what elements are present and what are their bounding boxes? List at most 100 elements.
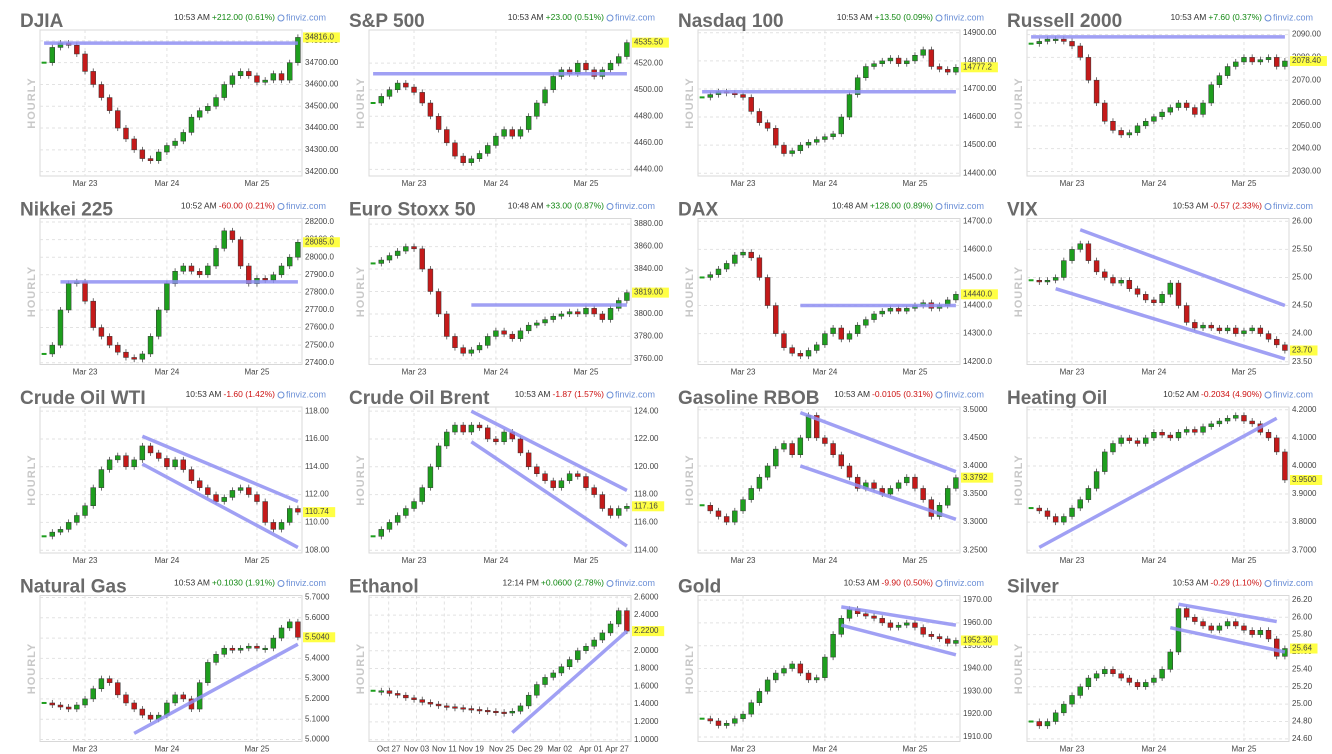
candle: [1200, 324, 1206, 329]
source-label: finviz.com: [1273, 201, 1313, 211]
quote-time: 10:53 AM: [174, 578, 210, 588]
quote-info: 10:53 AM +212.00 (0.61%): [174, 12, 275, 22]
x-tick-label: Mar 24: [1141, 368, 1166, 377]
candle: [789, 663, 795, 669]
candle: [1274, 57, 1280, 67]
x-tick-label: Nov 03: [404, 745, 430, 754]
trendline: [840, 623, 957, 657]
candle: [172, 140, 178, 146]
candle: [616, 610, 622, 625]
plot-frame: [1026, 406, 1290, 554]
x-tick-label: Mar 23: [402, 556, 427, 565]
quote-info: 10:53 AM +23.00 (0.51%): [508, 12, 604, 22]
y-tick-label: 25.00: [1292, 699, 1313, 708]
candle: [427, 466, 434, 488]
y-axis-label: HOURLY: [1013, 643, 1025, 694]
candle: [493, 330, 499, 337]
candle: [854, 324, 861, 334]
chart-panel: 23.50 24.00 24.50 25.00 25.50 26.00 Mar 23 Mar …: [1007, 200, 1318, 377]
candle: [1143, 294, 1149, 301]
candle: [1102, 669, 1108, 674]
candle: [1102, 102, 1108, 122]
candle: [172, 694, 178, 704]
y-tick-label: 34200.00: [305, 167, 339, 176]
price-box: [961, 62, 998, 73]
plot-frame: [39, 218, 303, 365]
y-tick-label: 14400.00: [963, 168, 997, 177]
candle: [805, 350, 812, 357]
quote-time: 10:53 AM: [1173, 578, 1209, 588]
x-tick-label: Mar 25: [245, 368, 270, 377]
price-box: [632, 501, 665, 512]
y-axis-label: HOURLY: [355, 643, 367, 694]
candle: [131, 357, 137, 360]
candle: [1028, 279, 1034, 282]
quote-time: 10:53 AM: [186, 389, 222, 399]
candle: [1052, 277, 1059, 281]
x-tick-label: Mar 25: [1232, 368, 1257, 377]
y-axis-label: HOURLY: [355, 454, 367, 505]
candle: [936, 505, 943, 517]
y-tick-label: 1.2000: [634, 717, 659, 726]
y-tick-label: 26.00: [1292, 612, 1313, 621]
chart-title: Euro Stoxx 50: [349, 200, 476, 221]
candle: [789, 347, 795, 354]
candle: [616, 56, 622, 64]
candle: [814, 344, 820, 351]
y-tick-label: 14900.00: [963, 28, 997, 37]
candle: [205, 662, 211, 683]
source-label: finviz.com: [286, 389, 326, 399]
y-tick-label: 23.50: [1292, 357, 1313, 366]
x-tick-label: Mar 25: [245, 179, 270, 188]
candle: [863, 319, 869, 326]
source-icon: [606, 203, 614, 210]
candle: [147, 445, 154, 454]
x-tick-label: Mar 24: [812, 368, 837, 377]
candle: [953, 294, 959, 301]
y-tick-label: 3.4000: [963, 461, 988, 470]
chart-title: DAX: [678, 200, 718, 221]
candle: [1175, 282, 1182, 306]
candle: [188, 469, 195, 481]
source-icon: [277, 14, 285, 22]
y-tick-label: 3.9000: [1292, 489, 1317, 498]
y-tick-label: 3840.00: [634, 264, 663, 273]
last-price-label: 3.9500: [1292, 475, 1317, 484]
plot-frame: [1026, 218, 1290, 365]
source-label: finviz.com: [615, 578, 655, 588]
candle: [270, 274, 277, 281]
candle: [1265, 57, 1272, 60]
last-price-label: 25.64: [1292, 644, 1313, 653]
candle: [1126, 437, 1133, 441]
quote-time: 10:52 AM: [181, 201, 217, 211]
candle: [1036, 721, 1042, 727]
quote-change: +0.0600 (2.78%): [541, 578, 604, 588]
y-tick-label: 27700.0: [305, 305, 334, 314]
candle: [699, 276, 705, 279]
y-tick-label: 4460.00: [634, 138, 663, 147]
source-icon: [606, 391, 614, 399]
candle: [90, 487, 96, 506]
x-tick-label: Mar 25: [1232, 179, 1257, 188]
candle: [164, 145, 170, 153]
chart-title: Silver: [1007, 577, 1059, 598]
y-axis-label: HOURLY: [355, 266, 367, 317]
last-price-label: 5.5040: [305, 632, 330, 641]
candle: [378, 690, 384, 693]
candle: [707, 718, 713, 722]
candle: [781, 333, 787, 348]
candle: [1061, 703, 1067, 714]
y-axis-label: HOURLY: [1013, 454, 1025, 505]
last-price-label: 14777.2: [963, 62, 992, 71]
candle: [904, 308, 910, 312]
x-tick-label: Mar 23: [402, 179, 427, 188]
quote-change: +33.00 (0.87%): [546, 201, 605, 211]
candle: [887, 488, 894, 495]
candle: [1052, 38, 1059, 41]
candle: [386, 690, 393, 694]
candle: [221, 497, 227, 502]
source-label: finviz.com: [615, 389, 655, 399]
candle: [583, 308, 589, 315]
candle: [501, 129, 507, 137]
chart-panel: 14400.00 14500.00 14600.00 14700.00 14800.00…: [678, 11, 998, 188]
